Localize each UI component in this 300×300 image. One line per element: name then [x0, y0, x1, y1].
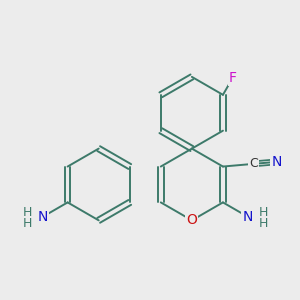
Text: C: C [249, 158, 258, 170]
Text: H: H [22, 218, 32, 230]
Text: N: N [38, 210, 48, 224]
Text: H: H [259, 206, 268, 219]
Text: H: H [259, 218, 268, 230]
Text: H: H [22, 206, 32, 219]
Text: O: O [186, 213, 197, 227]
Text: F: F [229, 71, 237, 85]
Text: N: N [272, 155, 282, 169]
Text: N: N [243, 210, 253, 224]
